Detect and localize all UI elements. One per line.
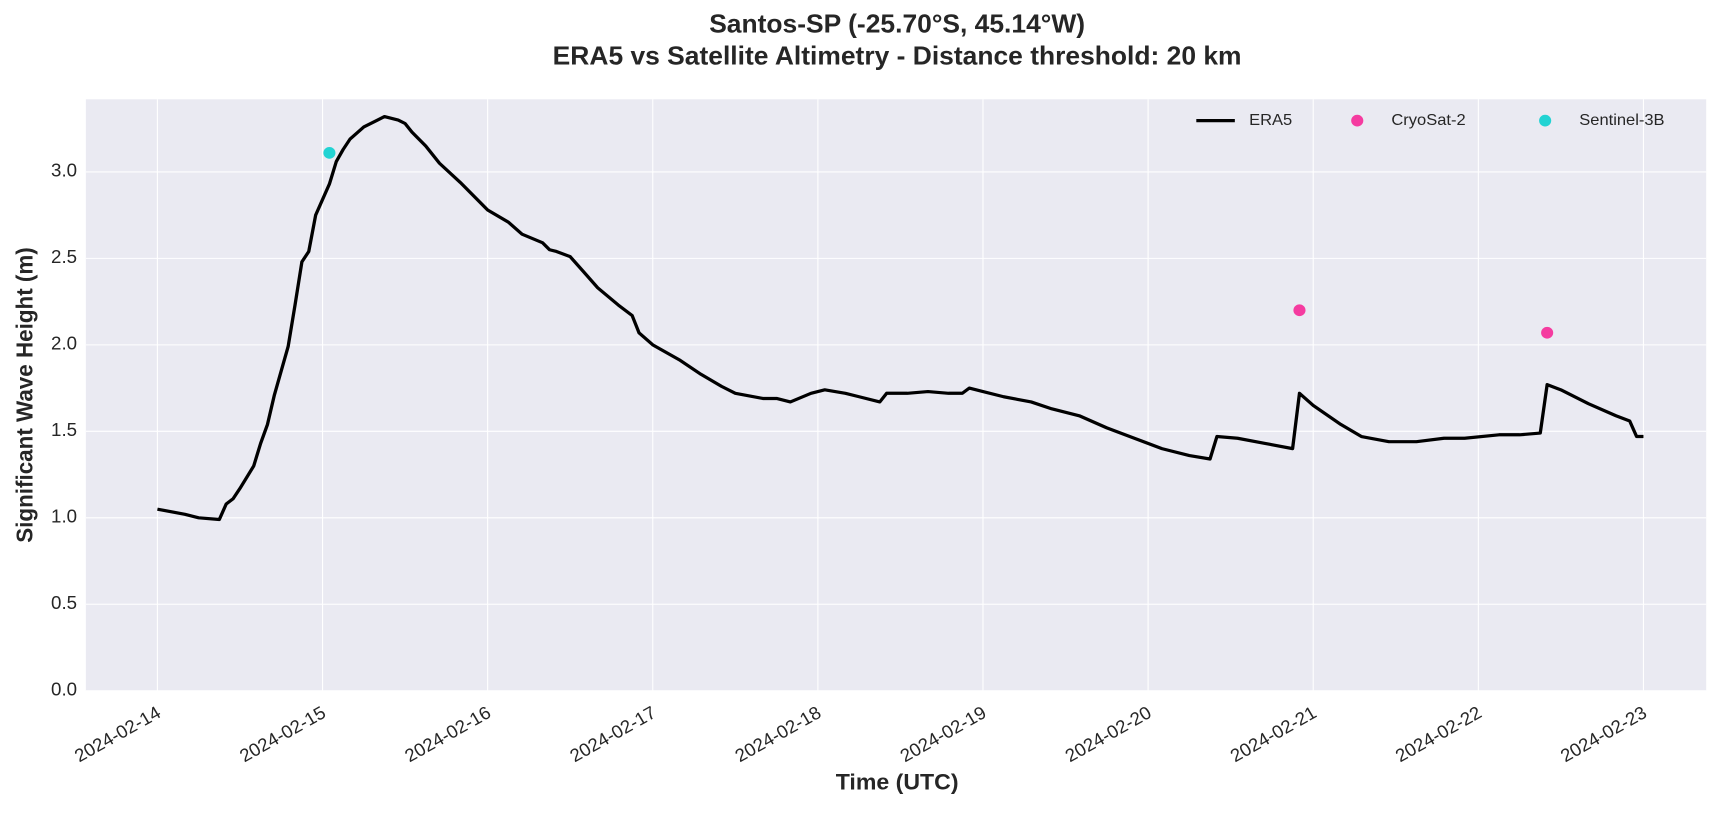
chart-subtitle: ERA5 vs Satellite Altimetry - Distance t… <box>553 41 1242 71</box>
x-tick-label: 2024-02-22 <box>1392 702 1486 766</box>
legend-marker <box>1351 114 1364 127</box>
y-tick-label: 3.0 <box>51 160 77 181</box>
x-tick-label: 2024-02-23 <box>1557 702 1651 766</box>
legend-label: CryoSat-2 <box>1391 111 1465 129</box>
x-axis-label: Time (UTC) <box>836 769 959 795</box>
x-tick-label: 2024-02-15 <box>236 702 330 766</box>
x-tick-label: 2024-02-16 <box>401 702 495 766</box>
y-tick-label: 0.5 <box>51 592 77 613</box>
legend-label: ERA5 <box>1249 111 1292 129</box>
x-tick-label: 2024-02-19 <box>896 702 990 766</box>
y-tick-label: 1.0 <box>51 506 77 527</box>
x-tick-label: 2024-02-14 <box>71 702 165 766</box>
scatter-point <box>1541 326 1554 339</box>
plot-area <box>85 99 1707 691</box>
x-tick-label: 2024-02-20 <box>1061 702 1155 766</box>
y-axis-label: Significant Wave Height (m) <box>11 247 37 543</box>
y-tick-label: 2.5 <box>51 246 77 267</box>
x-tick-label: 2024-02-21 <box>1226 702 1320 766</box>
y-tick-label: 0.0 <box>51 679 77 700</box>
legend-marker <box>1539 114 1552 127</box>
x-tick-label: 2024-02-18 <box>731 702 825 766</box>
scatter-point <box>1293 304 1306 317</box>
x-tick-label: 2024-02-17 <box>566 702 660 766</box>
chart-title: Santos-SP (-25.70°S, 45.14°W) <box>709 9 1085 39</box>
scatter-point <box>323 147 336 159</box>
legend-label: Sentinel-3B <box>1579 111 1664 129</box>
y-tick-label: 2.0 <box>51 333 77 354</box>
line <box>157 114 1644 522</box>
y-tick-label: 1.5 <box>51 419 77 440</box>
